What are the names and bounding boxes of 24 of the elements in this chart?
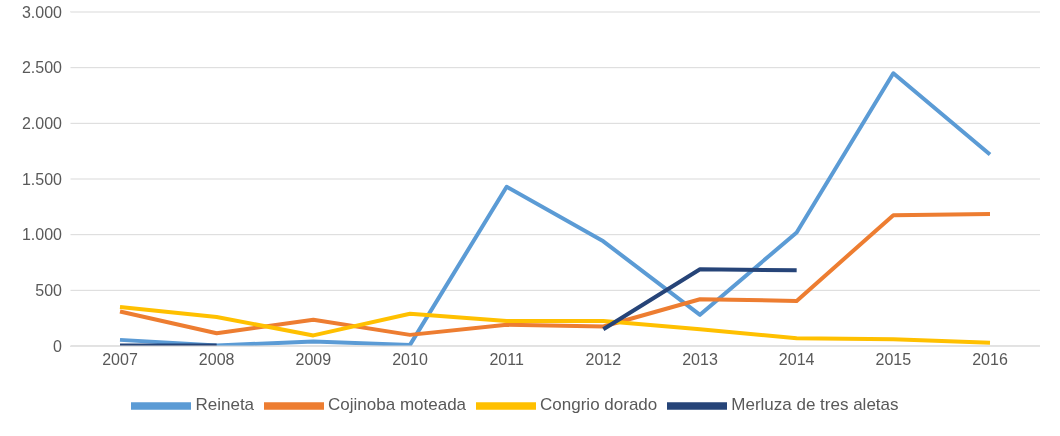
- legend-label: Reineta: [195, 395, 255, 415]
- x-tick-label: 2012: [585, 351, 622, 369]
- y-tick-label: 0: [53, 337, 63, 355]
- y-tick-label: 3.000: [21, 3, 63, 21]
- line-series: [118, 305, 992, 345]
- y-tick-label: 1.000: [21, 226, 63, 244]
- x-tick-label: 2013: [682, 351, 718, 369]
- y-tick-label: 2.000: [21, 115, 63, 133]
- x-tick-label: 2011: [489, 351, 524, 369]
- y-tick-label: 1.500: [21, 170, 63, 188]
- y-tick-label: 500: [35, 282, 63, 300]
- y-tick-label: 2.500: [21, 59, 63, 77]
- x-tick-label: 2008: [198, 351, 235, 369]
- x-tick-label: 2016: [972, 351, 1008, 369]
- legend-label: Congrio dorado: [540, 395, 658, 415]
- line-series: [118, 212, 992, 337]
- x-tick-label: 2009: [295, 351, 332, 369]
- line-series: [118, 71, 992, 346]
- x-tick-label: 2010: [392, 351, 428, 369]
- x-tick-label: 2015: [875, 351, 912, 369]
- legend-label: Merluza de tres aletas: [731, 395, 899, 415]
- x-tick-label: 2007: [102, 351, 138, 369]
- x-tick-label: 2014: [778, 351, 815, 369]
- legend-label: Cojinoba moteada: [328, 395, 467, 415]
